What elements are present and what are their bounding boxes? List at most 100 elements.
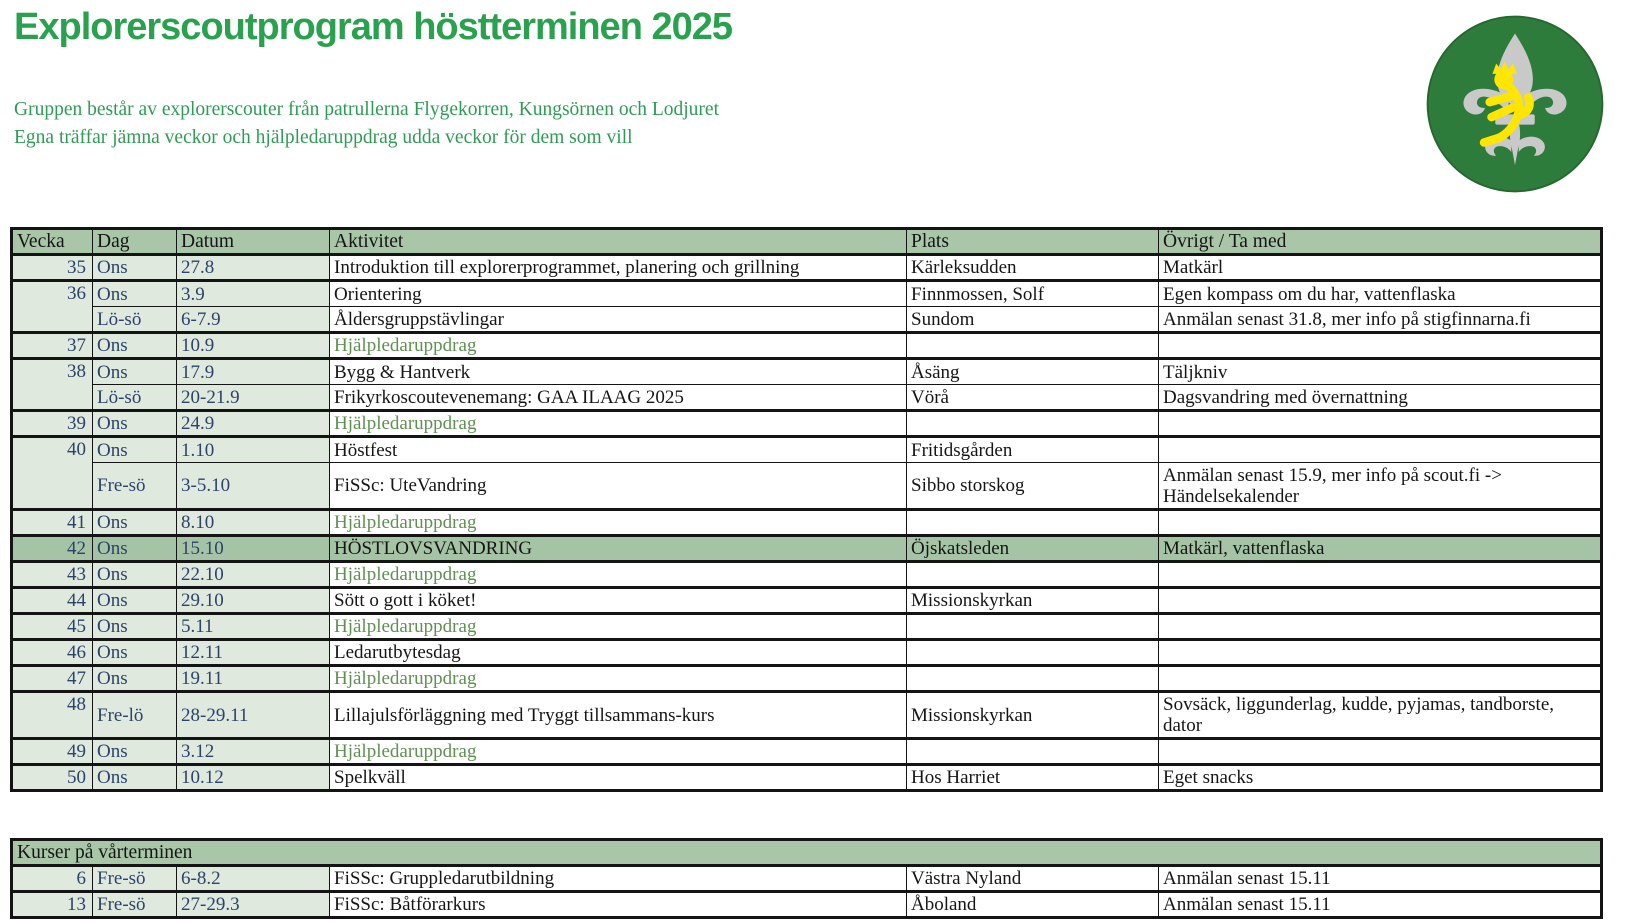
column-header-vecka: Vecka [11,228,93,255]
page-subtitle: Gruppen består av explorerscouter från p… [14,96,719,152]
schedule-row: Lö-sö 6-7.9 Åldersgruppstävlingar Sundom Anm… [12,306,1602,333]
cell-ovrigt [1158,331,1602,359]
cell-ovrigt [1158,560,1602,588]
schedule-row: 50 Ons 10.12 Spelkväll Hos Harriet Eget snack… [11,763,1602,791]
cell-plats [906,664,1159,692]
cell-ovrigt: Anmälan senast 31.8, mer info på stigfin… [1158,306,1602,333]
courses-table: Kurser på vårterminen 6 Fre-sö 6-8.2 FiSSc:… [10,838,1604,919]
column-header-plats: Plats [906,228,1159,255]
courses-title: Kurser på vårterminen [10,839,1603,866]
cell-plats: Hos Harriet [906,763,1159,791]
cell-ovrigt: Anmälan senast 15.11 [1157,864,1603,892]
cell-ovrigt [1158,737,1602,765]
cell-aktivitet: Åldersgruppstävlingar [329,306,907,333]
cell-vecka: 35 [11,253,93,281]
cell-dag: Lö-sö [92,384,177,411]
cell-plats [906,612,1159,640]
cell-plats [906,560,1159,588]
cell-dag: Ons [92,612,177,640]
cell-plats: Åboland [906,890,1159,918]
cell-aktivitet: Sött o gott i köket! [329,586,907,614]
cell-dag: Ons [92,560,177,588]
cell-aktivitet: Lillajulsförläggning med Tryggt tillsamm… [329,690,907,739]
schedule-row: 35 Ons 27.8 Introduktion till explorerprogr… [11,253,1602,281]
cell-dag: Ons [92,409,177,437]
page-title: Explorerscoutprogram höstterminen 2025 [14,6,733,48]
cell-vecka: 45 [11,612,93,640]
cell-plats: Åsäng [906,357,1159,385]
cell-datum: 15.10 [176,534,330,562]
cell-plats [906,737,1159,765]
cell-aktivitet: Introduktion till explorerprogrammet, pl… [329,253,907,281]
cell-datum: 10.12 [176,763,330,791]
cell-plats: Vörå [906,384,1159,411]
cell-plats: Sibbo storskog [906,462,1159,510]
cell-ovrigt [1158,586,1602,614]
cell-plats [906,409,1159,437]
cell-datum: 3.12 [176,737,330,765]
cell-ovrigt: Eget snacks [1158,763,1602,791]
schedule-row: Lö-sö 20-21.9 Frikyrkoscoutevenemang: GAA … [12,384,1602,411]
cell-ovrigt: Anmälan senast 15.9, mer info på scout.f… [1158,462,1602,510]
cell-ovrigt: Anmälan senast 15.11 [1157,890,1603,918]
course-row: 6 Fre-sö 6-8.2 FiSSc: Gruppledarutbildning V… [11,864,1603,892]
cell-ovrigt [1158,435,1602,463]
cell-plats [906,508,1159,536]
cell-datum: 12.11 [176,638,330,666]
cell-vecka: 49 [11,737,93,765]
column-header-aktivitet: Aktivitet [329,228,907,255]
cell-vecka: 47 [11,664,93,692]
cell-aktivitet: Hjälpledaruppdrag [329,409,907,437]
schedule-row: 44 Ons 29.10 Sött o gott i köket! Missionsky… [11,586,1602,614]
cell-datum: 19.11 [176,664,330,692]
cell-dag: Fre-sö [92,462,177,510]
cell-aktivitet: Ledarutbytesdag [329,638,907,666]
course-row: 13 Fre-sö 27-29.3 FiSSc: Båtförarkurs Åbolan… [11,890,1603,918]
cell-vecka: 36 [11,279,93,333]
cell-vecka: 6 [11,864,93,892]
cell-dag: Ons [92,508,177,536]
cell-plats: Sundom [906,306,1159,333]
cell-vecka: 42 [11,534,93,562]
cell-datum: 1.10 [176,435,330,463]
cell-ovrigt: Matkärl [1158,253,1602,281]
schedule-table: Vecka Dag Datum Aktivitet Plats Övrigt /… [10,227,1603,792]
cell-aktivitet: Orientering [329,279,907,307]
cell-vecka: 50 [11,763,93,791]
cell-dag: Ons [92,357,177,385]
subtitle-line-1: Gruppen består av explorerscouter från p… [14,99,719,120]
schedule-row: 42 Ons 15.10 HÖSTLOVSVANDRING Öjskatsleden Ma… [11,534,1602,562]
cell-datum: 20-21.9 [176,384,330,411]
cell-aktivitet: FiSSc: Gruppledarutbildning [329,864,907,892]
schedule-row: 43 Ons 22.10 Hjälpledaruppdrag [11,560,1602,588]
cell-plats: Missionskyrkan [906,690,1159,739]
cell-plats: Finnmossen, Solf [906,279,1159,307]
cell-plats [906,638,1159,666]
cell-datum: 28-29.11 [176,690,330,739]
courses-title-row: Kurser på vårterminen [10,839,1603,866]
cell-aktivitet: Bygg & Hantverk [329,357,907,385]
scout-logo [1426,15,1604,193]
cell-aktivitet: HÖSTLOVSVANDRING [329,534,907,562]
column-header-ovrigt: Övrigt / Ta med [1158,228,1602,255]
cell-ovrigt [1158,612,1602,640]
cell-datum: 3.9 [176,279,330,307]
cell-aktivitet: Hjälpledaruppdrag [329,560,907,588]
cell-datum: 6-7.9 [176,306,330,333]
cell-plats: Öjskatsleden [906,534,1159,562]
cell-aktivitet: Hjälpledaruppdrag [329,508,907,536]
schedule-row: 38 Ons 17.9 Bygg & Hantverk Åsäng Täljkniv [11,357,1602,411]
cell-aktivitet: Hjälpledaruppdrag [329,331,907,359]
cell-datum: 22.10 [176,560,330,588]
schedule-row: 37 Ons 10.9 Hjälpledaruppdrag [11,331,1602,359]
schedule-row: 40 Ons 1.10 Höstfest Fritidsgården [11,435,1602,510]
schedule-row: 39 Ons 24.9 Hjälpledaruppdrag [11,409,1602,437]
cell-dag: Fre-sö [92,864,177,892]
cell-aktivitet: FiSSc: UteVandring [329,462,907,510]
cell-ovrigt: Sovsäck, liggunderlag, kudde, pyjamas, t… [1158,690,1602,739]
cell-vecka: 41 [11,508,93,536]
cell-aktivitet: Höstfest [329,435,907,463]
cell-datum: 29.10 [176,586,330,614]
cell-vecka: 46 [11,638,93,666]
cell-vecka: 38 [11,357,93,411]
